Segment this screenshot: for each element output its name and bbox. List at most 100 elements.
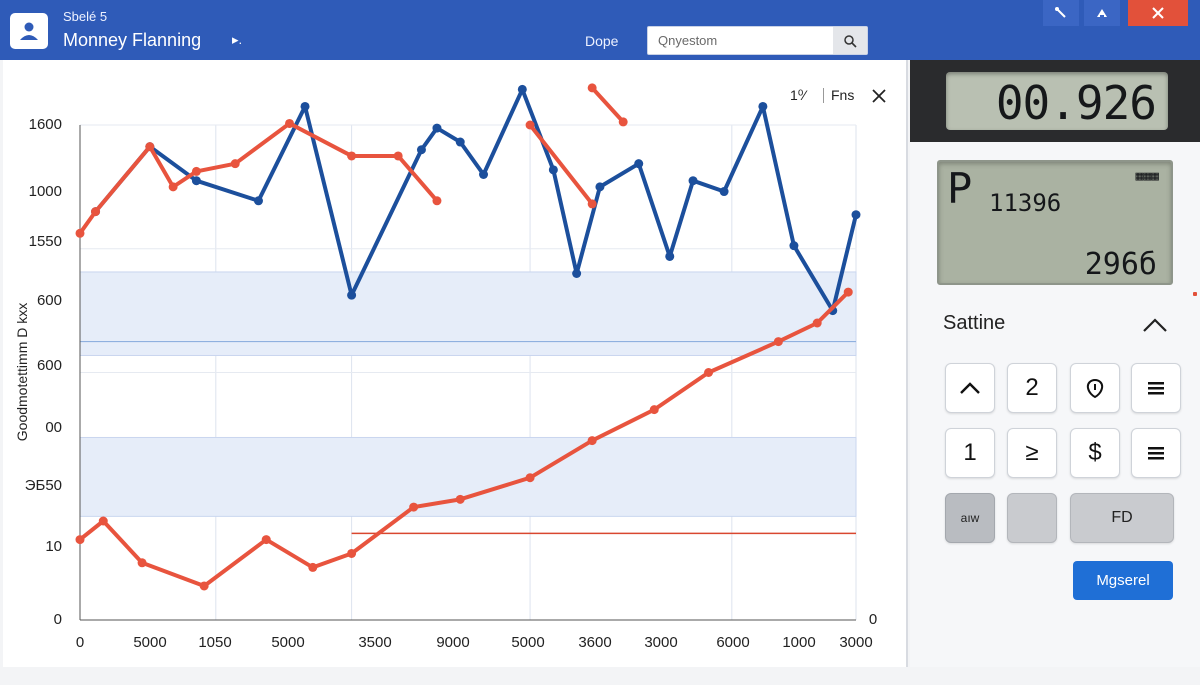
rising-red-series-point [98, 516, 108, 526]
key-menu-1[interactable] [1131, 363, 1181, 413]
search-button[interactable] [833, 27, 867, 54]
y-tick-label: 600 [37, 292, 62, 309]
red-series-point [168, 182, 178, 192]
search-input[interactable] [648, 27, 834, 54]
lower-band [79, 436, 857, 517]
menu-icon [1148, 447, 1164, 460]
panel-control-fns[interactable]: Fns [831, 87, 855, 103]
blue-series-point [191, 176, 201, 186]
blue-series-point [851, 210, 861, 220]
rising-red-series-point [199, 581, 209, 591]
blue-series-point [455, 137, 465, 147]
key-fd[interactable]: FD [1070, 493, 1174, 543]
shield-icon [1086, 378, 1104, 399]
y-tick-label: 600 [37, 357, 62, 374]
blue-series-point [416, 145, 426, 155]
y-tick-label: 1000 [29, 183, 62, 200]
menu-item-dope[interactable]: Dope [585, 33, 619, 49]
key-greater-equal[interactable]: ≥ [1007, 428, 1057, 478]
edge-marker [1193, 292, 1197, 296]
rising-red-series-point [773, 337, 783, 347]
key-2[interactable]: 2 [1007, 363, 1057, 413]
blue-series-point [300, 101, 310, 111]
main-display: P 11396 ▦▦▦ 296б [937, 160, 1173, 285]
x-tick-label: 3000 [644, 634, 677, 651]
primary-action-button[interactable]: Mgserel [1073, 561, 1173, 600]
x-tick-label: 3500 [358, 634, 391, 651]
x-tick-label: 6000 [716, 634, 749, 651]
blue-series-point [517, 84, 527, 94]
main-display-value: 11396 [989, 189, 1062, 217]
key-alw[interactable]: aıw [945, 493, 995, 543]
rising-red-series-point [308, 562, 318, 572]
key-dollar[interactable]: $ [1070, 428, 1120, 478]
calculator-panel: 00.926 P 11396 ▦▦▦ 296б Sattine 2 [910, 60, 1200, 667]
red-series-point [618, 117, 628, 127]
red-series-point [587, 83, 597, 93]
close-window-button[interactable] [1128, 0, 1188, 26]
upper-band [79, 271, 857, 356]
panel-control-a[interactable]: 1⁰⁄ [790, 87, 806, 103]
top-display-frame: 00.926 [910, 60, 1200, 142]
x-tick-label: 1000 [782, 634, 815, 651]
red-series-point [525, 120, 535, 130]
minimize-icon [1097, 9, 1107, 17]
rising-red-series-point [137, 558, 147, 568]
red-series-point [230, 159, 240, 169]
chevron-up-icon [1143, 318, 1167, 332]
minimize-button[interactable] [1084, 0, 1120, 26]
key-caret[interactable] [945, 363, 995, 413]
menu-icon [1148, 382, 1164, 395]
x-tick-label: 0 [76, 634, 84, 651]
blue-series-point [789, 241, 799, 251]
rising-red-series-point [812, 318, 822, 328]
y-tick-label: ЭБ50 [25, 477, 62, 494]
key-blank[interactable] [1007, 493, 1057, 543]
section-label: Sattine [943, 312, 1006, 334]
x-tick-label: 1050 [198, 634, 231, 651]
user-avatar[interactable] [10, 13, 48, 49]
main-display-bottom-value: 296б [1084, 247, 1157, 282]
user-icon [20, 22, 38, 40]
key-menu-2[interactable] [1131, 428, 1181, 478]
blue-series-point [688, 176, 698, 186]
close-icon [872, 89, 886, 103]
y-tick-label: 10 [45, 538, 62, 555]
red-series-point [587, 199, 597, 209]
collapse-button[interactable] [1140, 312, 1170, 338]
blue-series-point [758, 101, 768, 111]
main-display-indicator: ▦▦▦ [1135, 169, 1159, 184]
red-series-point [75, 228, 85, 238]
x-tick-label: 5000 [511, 634, 544, 651]
rising-red-series-point [347, 548, 357, 558]
y-tick-label: 0 [54, 611, 62, 628]
rising-red-series-point [261, 535, 271, 545]
blue-series-point [347, 290, 357, 300]
rising-red-series-point [649, 405, 659, 415]
rising-red-series-line [78, 290, 851, 588]
rising-red-series-point [525, 473, 535, 483]
key-shield[interactable] [1070, 363, 1120, 413]
red-series-point [432, 196, 442, 206]
key-fd-label: FD [1111, 509, 1133, 526]
tool-button[interactable] [1043, 0, 1079, 26]
key-alw-label: aıw [960, 511, 980, 525]
key-1[interactable]: 1 [945, 428, 995, 478]
rising-red-series-point [455, 494, 465, 504]
search-icon [844, 34, 857, 48]
red-series-point [145, 142, 155, 152]
red-series-point [285, 118, 295, 128]
title-menu-arrow[interactable]: ▸. [232, 32, 243, 47]
rising-red-series-point [409, 502, 419, 512]
red-series-line [528, 123, 595, 206]
panel-close-button[interactable] [869, 86, 889, 106]
blue-series-point [572, 269, 582, 278]
y-tick-label: 00 [45, 419, 62, 436]
blue-series-point [253, 196, 263, 206]
rising-red-series-point [843, 287, 853, 297]
blue-series-line [93, 87, 858, 313]
main-display-letter: P [947, 164, 973, 213]
rising-red-series-point [75, 535, 85, 545]
